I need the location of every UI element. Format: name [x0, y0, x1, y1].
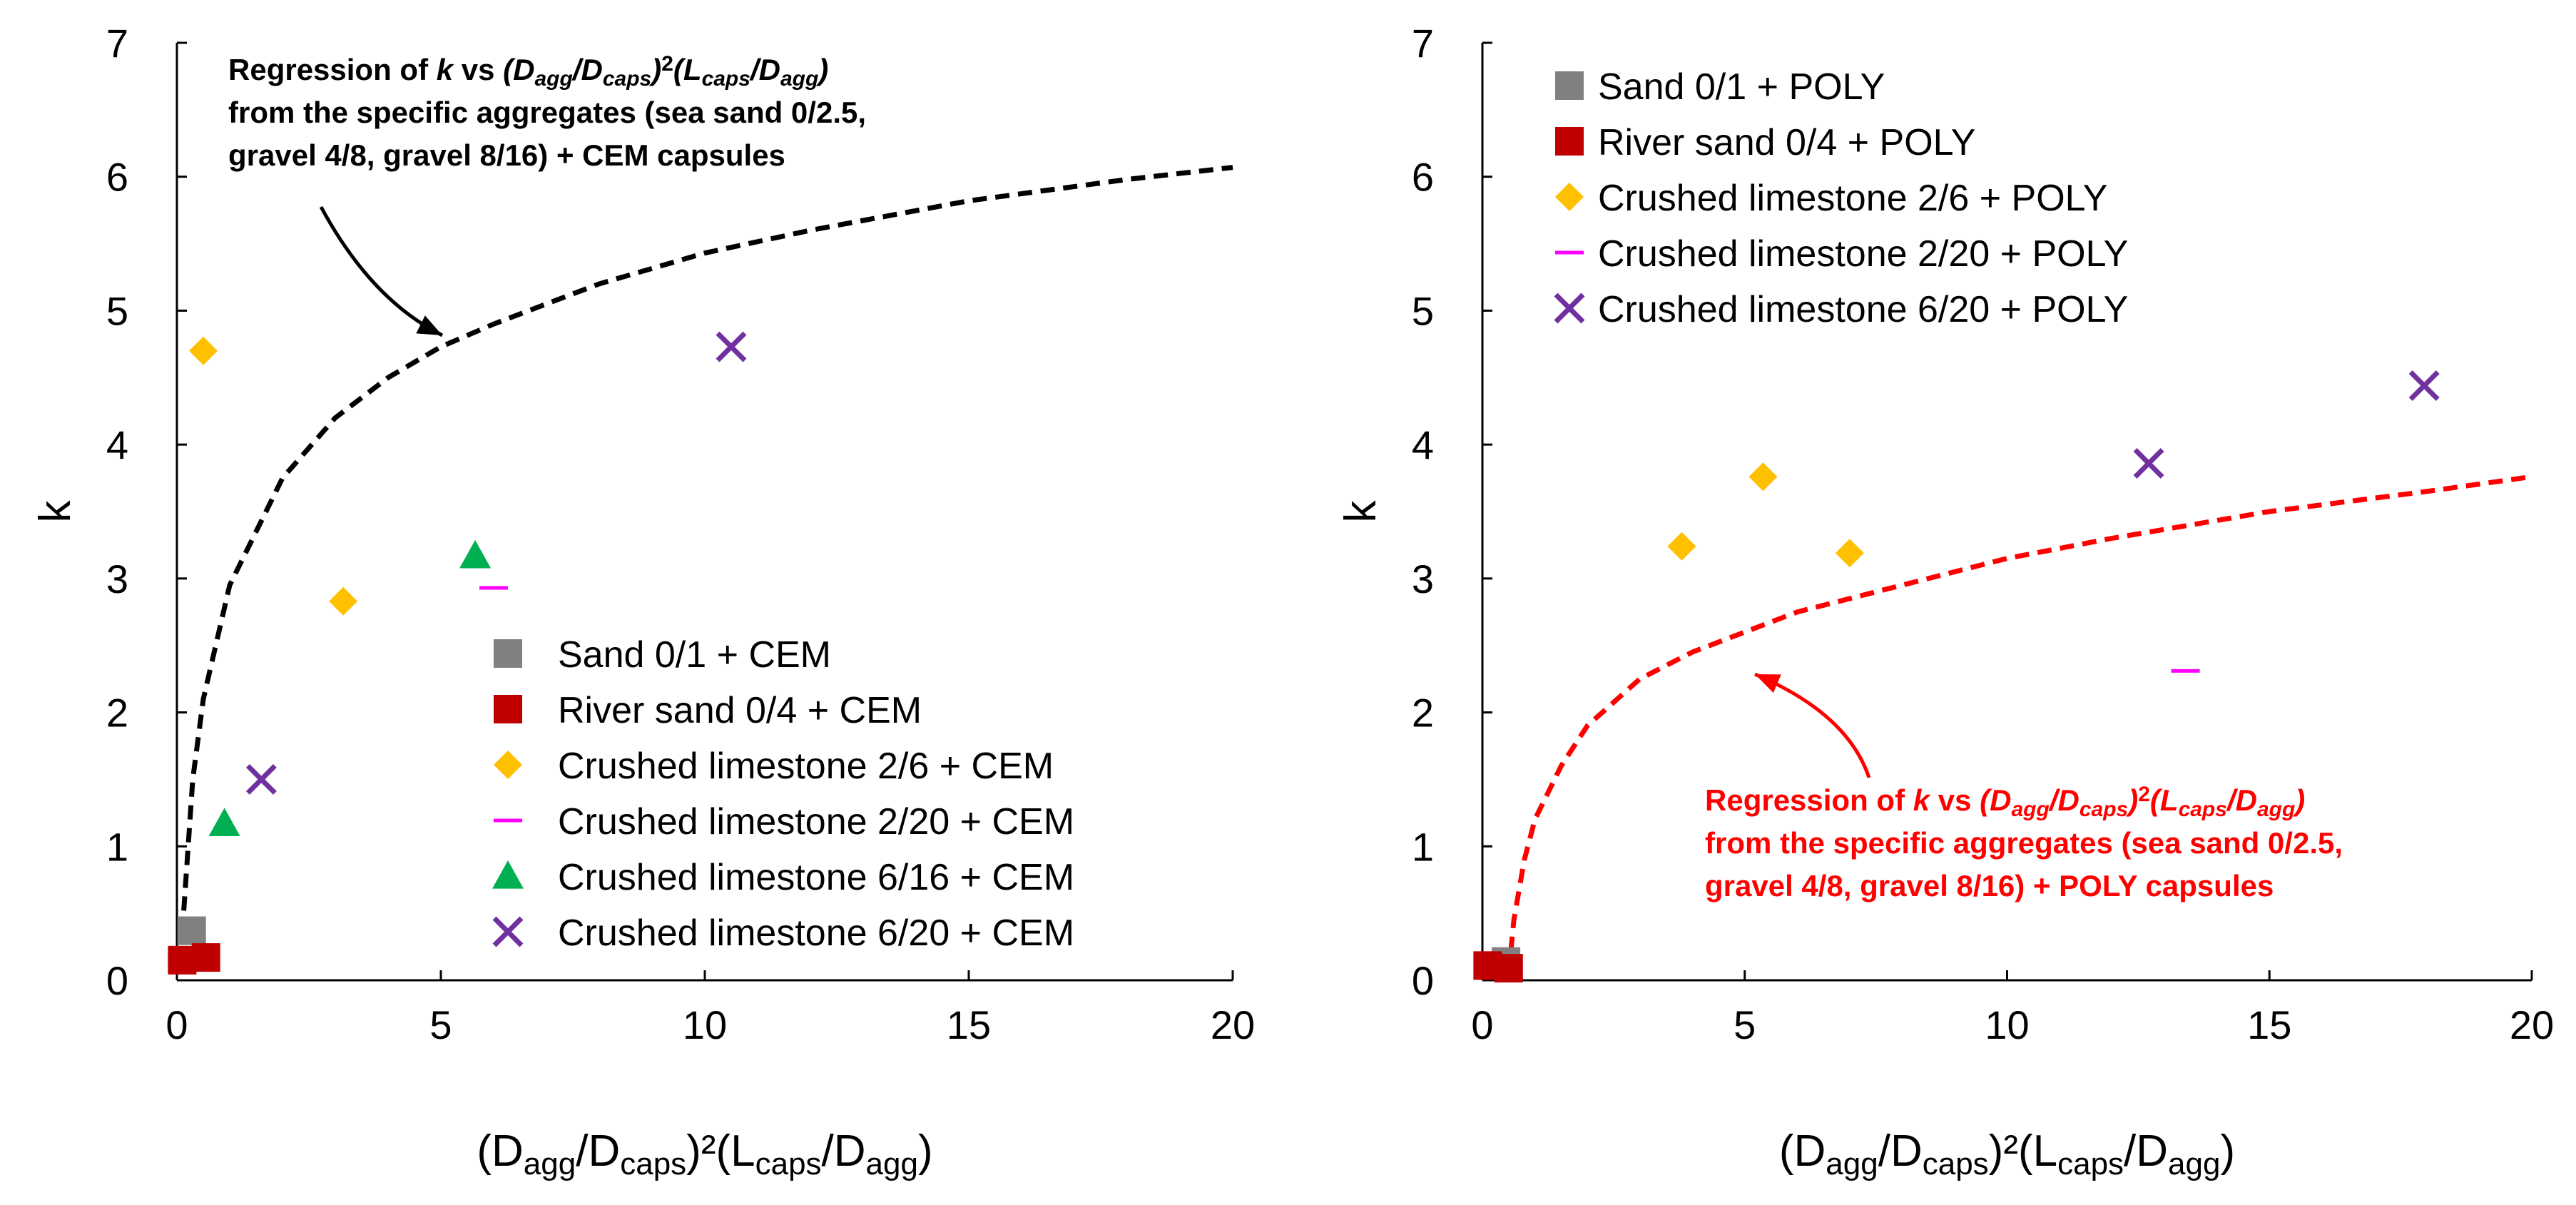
legend-marker-5: [1554, 293, 1585, 324]
x-tick-label: 5: [429, 1002, 452, 1047]
data-point-s5-p2: [459, 539, 492, 569]
legend-label-2: River sand 0/4 + CEM: [558, 690, 922, 731]
y-tick-label: 2: [1412, 691, 1434, 736]
legend-marker-6-stroke-b: [492, 916, 524, 947]
annotation-arrowhead: [416, 315, 442, 335]
y-tick-label: 2: [106, 691, 128, 736]
y-tick-label: 5: [1412, 288, 1434, 333]
legend-marker-6: [492, 916, 524, 947]
legend-marker-3: [1555, 183, 1584, 211]
y-axis-label: k: [1336, 500, 1385, 523]
legend-label-5: Crushed limestone 6/16 + CEM: [558, 857, 1074, 898]
annotation-arrow: [319, 205, 444, 337]
y-tick-label: 7: [1412, 21, 1434, 66]
data-point-s3-p2: [1748, 462, 1778, 492]
data-point-s6-p1-stroke-b: [245, 763, 277, 795]
regression-annotation-line-2: from the specific aggregates (sea sand 0…: [1705, 826, 2343, 860]
data-point-s6-p2: [716, 331, 747, 362]
data-point-s6-p1: [245, 763, 277, 795]
regression-annotation-line-1: Regression of k vs (Dagg/Dcaps)2(Lcaps/D…: [1705, 783, 2305, 822]
annotation-arrowhead: [1755, 674, 1781, 693]
x-tick-label: 15: [2247, 1002, 2291, 1047]
chart-panel-2: 0 1 2 3 4 5 6 7 0 5 10 15 20 k (Dagg/Dcaps)²(Lcaps/Dag…: [1336, 21, 2554, 1181]
x-axis-label: (Dagg/Dcaps)²(Lcaps/Dagg): [1779, 1127, 2235, 1181]
regression-annotation-line-3: gravel 4/8, gravel 8/16) + POLY capsules: [1705, 869, 2274, 903]
x-tick-label: 20: [1211, 1002, 1255, 1047]
data-point-s2-p2: [1494, 954, 1523, 983]
data-point-s3-p2: [329, 586, 358, 616]
data-point-s3-p3: [1835, 539, 1864, 568]
y-tick-label: 1: [106, 824, 128, 869]
y-tick-label: 4: [106, 422, 128, 467]
y-tick-label: 4: [1412, 422, 1434, 467]
legend-marker-3: [494, 751, 522, 779]
annotation-arrow: [1754, 672, 1871, 778]
x-tick-label: 10: [1985, 1002, 2029, 1047]
legend-marker-5: [492, 860, 524, 889]
x-tick-label: 5: [1734, 1002, 1756, 1047]
data-point-s5-p2-stroke-b: [2408, 370, 2440, 402]
legend: Sand 0/1 + POLY River sand 0/4 + POLY Crus…: [1554, 66, 2128, 330]
legend-marker-5-stroke-b: [1554, 293, 1585, 324]
chart-panel-1: 0 1 2 3 4 5 6 7 0 5 10 15 20 k (Dagg/Dcaps)²(Lcaps/Dag…: [31, 21, 1255, 1181]
legend-marker-2: [1555, 127, 1584, 156]
regression-curve: [1506, 474, 2532, 974]
regression-annotation-line-1: Regression of k vs (Dagg/Dcaps)2(Lcaps/D…: [228, 52, 828, 91]
data-point-s5-p1-stroke-b: [2133, 447, 2164, 479]
legend: Sand 0/1 + CEM River sand 0/4 + CEM Crushe…: [492, 634, 1074, 954]
data-point-s5-p1: [208, 808, 240, 836]
y-tick-label: 7: [106, 21, 128, 66]
legend-marker-2: [494, 695, 522, 723]
y-tick-label: 1: [1412, 824, 1434, 869]
x-tick-label: 10: [683, 1002, 727, 1047]
legend-label-3: Crushed limestone 2/6 + POLY: [1598, 178, 2107, 219]
y-tick-label: 0: [1412, 958, 1434, 1003]
legend-label-6: Crushed limestone 6/20 + CEM: [558, 912, 1074, 954]
regression-curve: [179, 165, 1233, 934]
x-tick-label: 20: [2510, 1002, 2554, 1047]
x-tick-label: 0: [1471, 1002, 1493, 1047]
x-tick-label: 0: [166, 1002, 188, 1047]
y-tick-label: 0: [106, 958, 128, 1003]
legend-label-1: Sand 0/1 + POLY: [1598, 66, 1885, 108]
legend-label-5: Crushed limestone 6/20 + POLY: [1598, 289, 2128, 330]
y-tick-label: 5: [106, 288, 128, 333]
legend-label-4: Crushed limestone 2/20 + CEM: [558, 801, 1074, 843]
legend-label-2: River sand 0/4 + POLY: [1598, 122, 1975, 163]
y-tick-label: 3: [1412, 556, 1434, 601]
data-point-s5-p1: [2133, 447, 2164, 479]
x-tick-label: 15: [947, 1002, 991, 1047]
y-tick-label: 6: [1412, 155, 1434, 200]
data-point-s1-p1: [177, 916, 206, 945]
legend-marker-1: [494, 639, 522, 668]
data-point-s6-p2-stroke-b: [716, 331, 747, 362]
data-point-s5-p2: [2408, 370, 2440, 402]
x-axis-label: (Dagg/Dcaps)²(Lcaps/Dagg): [477, 1127, 932, 1181]
legend-label-3: Crushed limestone 2/6 + CEM: [558, 746, 1054, 787]
data-point-s3-p1: [1667, 532, 1696, 561]
regression-annotation-line-2: from the specific aggregates (sea sand 0…: [228, 96, 866, 129]
data-point-s2-p2: [191, 943, 220, 972]
y-tick-label: 6: [106, 155, 128, 200]
regression-annotation-line-3: gravel 4/8, gravel 8/16) + CEM capsules: [228, 138, 785, 172]
legend-label-4: Crushed limestone 2/20 + POLY: [1598, 233, 2128, 275]
y-axis-label: k: [31, 500, 80, 523]
data-point-s3-p1: [189, 336, 218, 365]
legend-label-1: Sand 0/1 + CEM: [558, 634, 831, 676]
y-tick-label: 3: [106, 556, 128, 601]
legend-marker-1: [1555, 71, 1584, 100]
